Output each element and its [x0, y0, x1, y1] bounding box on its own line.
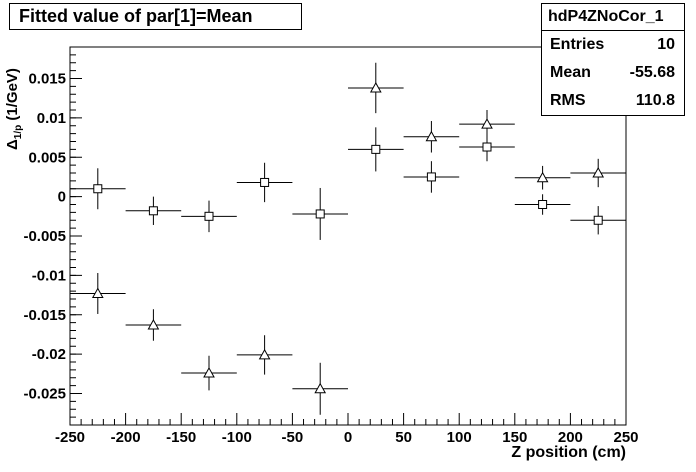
stats-label: Entries	[550, 36, 605, 53]
y-tick-label: 0	[58, 189, 66, 206]
triangle-marker	[425, 130, 438, 142]
stats-value: -55.68	[629, 64, 675, 81]
y-tick-label: -0.005	[23, 228, 66, 245]
x-tick-label: 250	[613, 429, 638, 446]
triangle-point	[125, 309, 182, 341]
triangle-point	[236, 335, 293, 375]
triangle-point	[570, 158, 626, 188]
x-tick-label: 100	[447, 429, 472, 446]
stats-label: RMS	[550, 92, 586, 109]
square-point	[292, 187, 348, 240]
stats-value: 110.8	[635, 92, 675, 109]
square-point	[348, 127, 404, 172]
stats-row-entries: Entries 10	[542, 31, 684, 59]
triangle-point	[292, 362, 348, 415]
triangle-marker	[258, 348, 271, 360]
triangle-point	[403, 121, 460, 153]
stats-row-mean: Mean -55.68	[542, 59, 684, 87]
triangle-marker	[314, 382, 327, 394]
triangle-marker	[203, 366, 215, 378]
triangle-point	[70, 273, 126, 314]
square-marker	[593, 215, 603, 225]
x-axis-label: Z position (cm)	[511, 444, 626, 461]
y-tick-label: 0.015	[28, 71, 66, 88]
stats-value: 10	[657, 36, 675, 53]
stats-box: hdP4ZNoCor_1 Entries 10 Mean -55.68 RMS …	[541, 3, 685, 116]
square-marker	[482, 142, 492, 152]
x-tick-label: -100	[222, 429, 252, 446]
triangle-point	[514, 165, 571, 190]
x-tick-label: -50	[282, 429, 304, 446]
square-point	[181, 200, 237, 233]
triangle-marker	[147, 318, 160, 330]
square-marker	[371, 144, 381, 154]
triangle-marker	[592, 166, 605, 178]
y-tick-label: -0.025	[23, 386, 66, 403]
square-point	[403, 161, 460, 193]
x-tick-label: -200	[111, 429, 141, 446]
y-axis: -0.025 -0.02 -0.015 -0.01 -0.005 0 0.005 0.01 0.…	[23, 46, 82, 426]
square-marker	[426, 172, 436, 182]
x-tick-label: -250	[55, 429, 85, 446]
triangle-marker	[91, 287, 104, 298]
square-point	[514, 194, 571, 215]
y-axis-label-unit: (1/GeV)	[4, 68, 21, 125]
square-marker	[538, 200, 548, 209]
triangle-marker	[369, 81, 382, 93]
x-tick-label: 150	[502, 429, 527, 446]
y-axis-label: Δ1/p (1/GeV)	[4, 68, 24, 150]
x-tick-label: -150	[166, 429, 196, 446]
x-tick-label: 200	[558, 429, 583, 446]
square-marker	[204, 211, 214, 221]
y-tick-label: 0.005	[28, 149, 66, 166]
square-marker	[315, 209, 325, 219]
data-points	[70, 62, 626, 415]
stats-histogram-name: hdP4ZNoCor_1	[542, 4, 684, 31]
square-marker	[260, 177, 270, 187]
y-axis-label-subscript: 1/p	[13, 124, 24, 140]
square-point	[70, 168, 126, 210]
y-tick-label: -0.01	[32, 267, 66, 284]
y-tick-label: -0.02	[32, 346, 66, 363]
chart-title: Fitted value of par[1]=Mean	[9, 3, 302, 30]
y-axis-label-symbol: Δ	[4, 139, 21, 150]
square-marker	[148, 206, 158, 216]
square-point	[125, 196, 182, 225]
triangle-point	[459, 110, 515, 139]
y-tick-label: 0.01	[37, 110, 66, 127]
stats-label: Mean	[550, 64, 591, 81]
triangle-marker	[536, 171, 549, 183]
triangle-point	[348, 62, 404, 114]
triangle-point	[181, 355, 237, 391]
square-point	[236, 162, 293, 203]
square-marker	[93, 184, 103, 194]
x-axis: -250 -200 -150 -100 -50 0 50 100 150 200 250	[55, 413, 639, 446]
x-tick-label: 50	[395, 429, 412, 446]
stats-row-rms: RMS 110.8	[542, 87, 684, 115]
x-tick-label: 0	[344, 429, 352, 446]
square-point	[570, 206, 626, 235]
y-tick-label: -0.015	[23, 307, 66, 324]
triangle-marker	[481, 118, 493, 129]
